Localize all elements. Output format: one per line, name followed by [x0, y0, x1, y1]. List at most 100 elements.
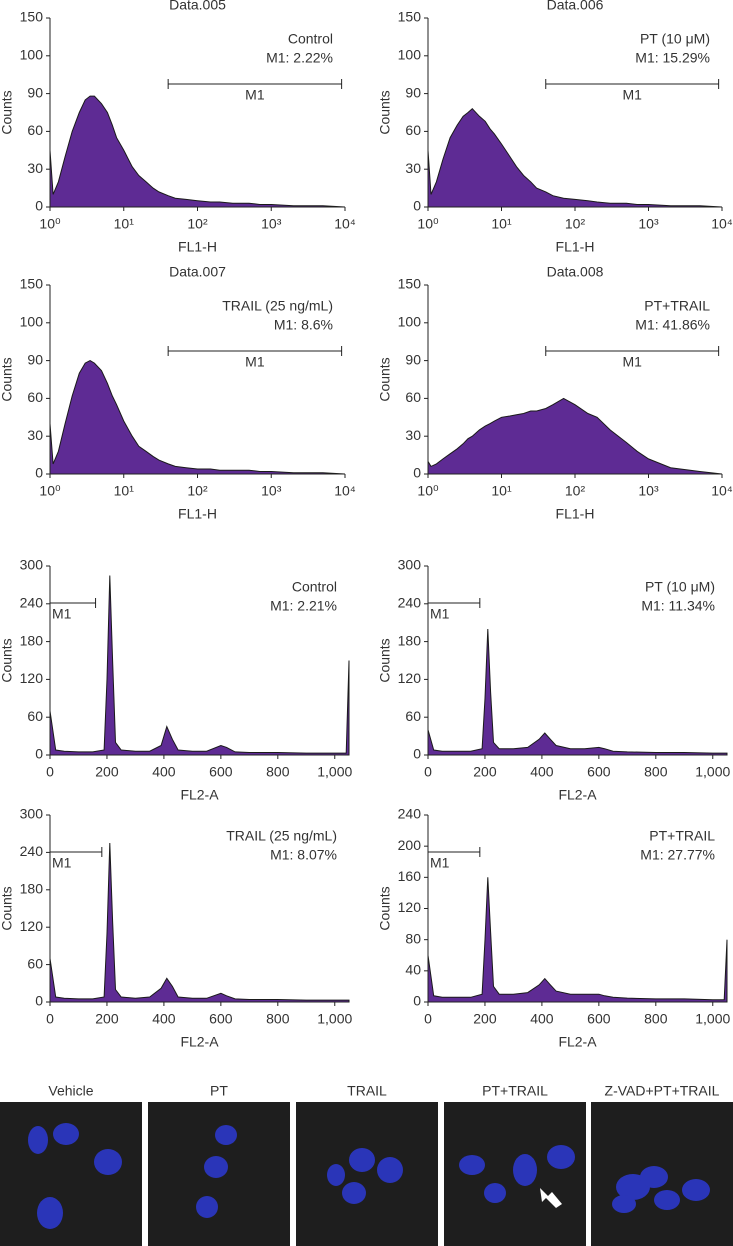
y-tick-label: 60	[27, 708, 43, 724]
y-axis-label: Counts	[0, 638, 15, 682]
y-tick-label: 120	[20, 670, 44, 686]
annotation: Control	[292, 579, 337, 595]
gate-label: M1	[622, 87, 642, 103]
x-tick-label: 400	[530, 764, 554, 780]
x-axis-label: FL2-A	[558, 787, 597, 803]
x-axis-label: FL1-H	[178, 239, 217, 255]
y-tick-label: 90	[27, 84, 43, 100]
y-tick-label: 150	[398, 276, 422, 292]
y-tick-label: 150	[20, 276, 44, 292]
x-axis-label: FL2-A	[558, 1034, 597, 1050]
y-tick-label: 0	[413, 465, 421, 481]
annotation: M1: 2.21%	[270, 598, 337, 614]
annotation: PT+TRAIL	[649, 828, 715, 844]
y-tick-label: 120	[398, 670, 422, 686]
histogram-panel: 0 60 120 180 240 300 0 200 400 600 800 1,000 FL2-A Co…	[0, 806, 352, 1050]
x-tick-label: 0	[424, 764, 432, 780]
x-tick-label: 600	[209, 1011, 233, 1027]
x-axis-label: FL1-H	[556, 239, 595, 255]
y-axis-label: Counts	[377, 357, 393, 401]
y-tick-label: 240	[20, 843, 44, 859]
y-tick-label: 100	[20, 47, 44, 63]
annotation: PT (10 μM)	[640, 31, 710, 47]
y-tick-label: 100	[398, 47, 422, 63]
x-axis-label: FL2-A	[180, 787, 219, 803]
histogram-area	[427, 397, 723, 475]
x-tick-label: 0	[46, 1011, 54, 1027]
image-label: TRAIL	[347, 1083, 387, 1099]
x-tick-label: 1,000	[317, 764, 352, 780]
annotation: PT (10 μM)	[645, 579, 715, 595]
y-tick-label: 30	[27, 427, 43, 443]
x-axis-label: FL1-H	[556, 506, 595, 522]
microscopy-panels: Vehicle PT TRAIL PT+TRAIL Z-VAD+PT+TRAIL	[0, 1083, 733, 1246]
image-label: PT+TRAIL	[482, 1083, 548, 1099]
image-label: Vehicle	[48, 1083, 93, 1099]
annotation: TRAIL (25 ng/mL)	[226, 828, 337, 844]
x-tick-label: 200	[473, 1011, 497, 1027]
x-tick-label: 10⁰	[39, 216, 61, 232]
x-tick-label: 0	[46, 764, 54, 780]
x-tick-label: 10⁰	[39, 483, 61, 499]
chart-title: Data.006	[547, 0, 604, 13]
y-tick-label: 180	[20, 632, 44, 648]
y-tick-label: 30	[27, 160, 43, 176]
image-label: Z-VAD+PT+TRAIL	[605, 1083, 720, 1099]
y-tick-label: 60	[27, 122, 43, 138]
x-tick-label: 10³	[638, 216, 659, 232]
y-tick-label: 300	[398, 557, 422, 573]
chart-title: Data.007	[169, 264, 226, 280]
y-tick-label: 200	[398, 837, 422, 853]
x-tick-label: 10¹	[491, 483, 512, 499]
x-tick-label: 10²	[187, 483, 208, 499]
histogram-area	[49, 575, 350, 756]
x-tick-label: 10¹	[114, 216, 135, 232]
histogram-area	[49, 360, 346, 475]
gate-label: M1	[430, 606, 450, 622]
histogram-panel: 0 60 120 180 240 300 0 200 400 600 800 1,000 FL2-A Co…	[377, 557, 731, 803]
x-tick-label: 10²	[565, 216, 586, 232]
y-tick-label: 240	[398, 806, 422, 822]
histogram-area	[49, 842, 350, 1003]
x-tick-label: 1,000	[317, 1011, 352, 1027]
chart-title: Data.005	[169, 0, 226, 13]
histogram-area	[427, 108, 723, 208]
x-tick-label: 600	[587, 1011, 611, 1027]
x-tick-label: 200	[473, 764, 497, 780]
y-tick-label: 90	[405, 351, 421, 367]
x-tick-label: 800	[266, 764, 290, 780]
y-tick-label: 150	[20, 9, 44, 25]
y-tick-label: 300	[20, 806, 44, 822]
gate-label: M1	[622, 354, 642, 370]
x-tick-label: 600	[587, 764, 611, 780]
y-tick-label: 100	[398, 314, 422, 330]
x-tick-label: 10⁴	[711, 483, 733, 499]
gate-label: M1	[52, 855, 72, 871]
x-tick-label: 10¹	[114, 483, 135, 499]
y-tick-label: 90	[405, 84, 421, 100]
annotation: M1: 41.86%	[635, 317, 710, 333]
y-tick-label: 60	[27, 389, 43, 405]
histogram-panel: 0 30 60 90 100 150 10⁰ 10¹ 10² 10³ 10⁴ Data.006 FL1-…	[377, 0, 733, 255]
annotation: TRAIL (25 ng/mL)	[222, 298, 333, 314]
y-tick-label: 0	[35, 465, 43, 481]
x-tick-label: 10⁴	[334, 216, 356, 232]
x-axis-label: FL2-A	[180, 1034, 219, 1050]
y-tick-label: 60	[405, 389, 421, 405]
gate-label: M1	[52, 606, 72, 622]
x-tick-label: 10¹	[491, 216, 512, 232]
y-axis-label: Counts	[0, 357, 15, 401]
y-axis-label: Counts	[377, 90, 393, 134]
y-tick-label: 0	[35, 746, 43, 762]
y-tick-label: 100	[20, 314, 44, 330]
x-tick-label: 10³	[261, 216, 282, 232]
annotation: M1: 8.6%	[274, 317, 333, 333]
x-tick-label: 400	[530, 1011, 554, 1027]
x-tick-label: 600	[209, 764, 233, 780]
gate-label: M1	[245, 87, 265, 103]
x-tick-label: 10⁰	[417, 216, 439, 232]
y-tick-label: 0	[413, 746, 421, 762]
histogram-panel: 0 60 120 180 240 300 0 200 400 600 800 1,000 FL2-A Co…	[0, 557, 352, 803]
x-tick-label: 10²	[565, 483, 586, 499]
y-tick-label: 0	[35, 993, 43, 1009]
